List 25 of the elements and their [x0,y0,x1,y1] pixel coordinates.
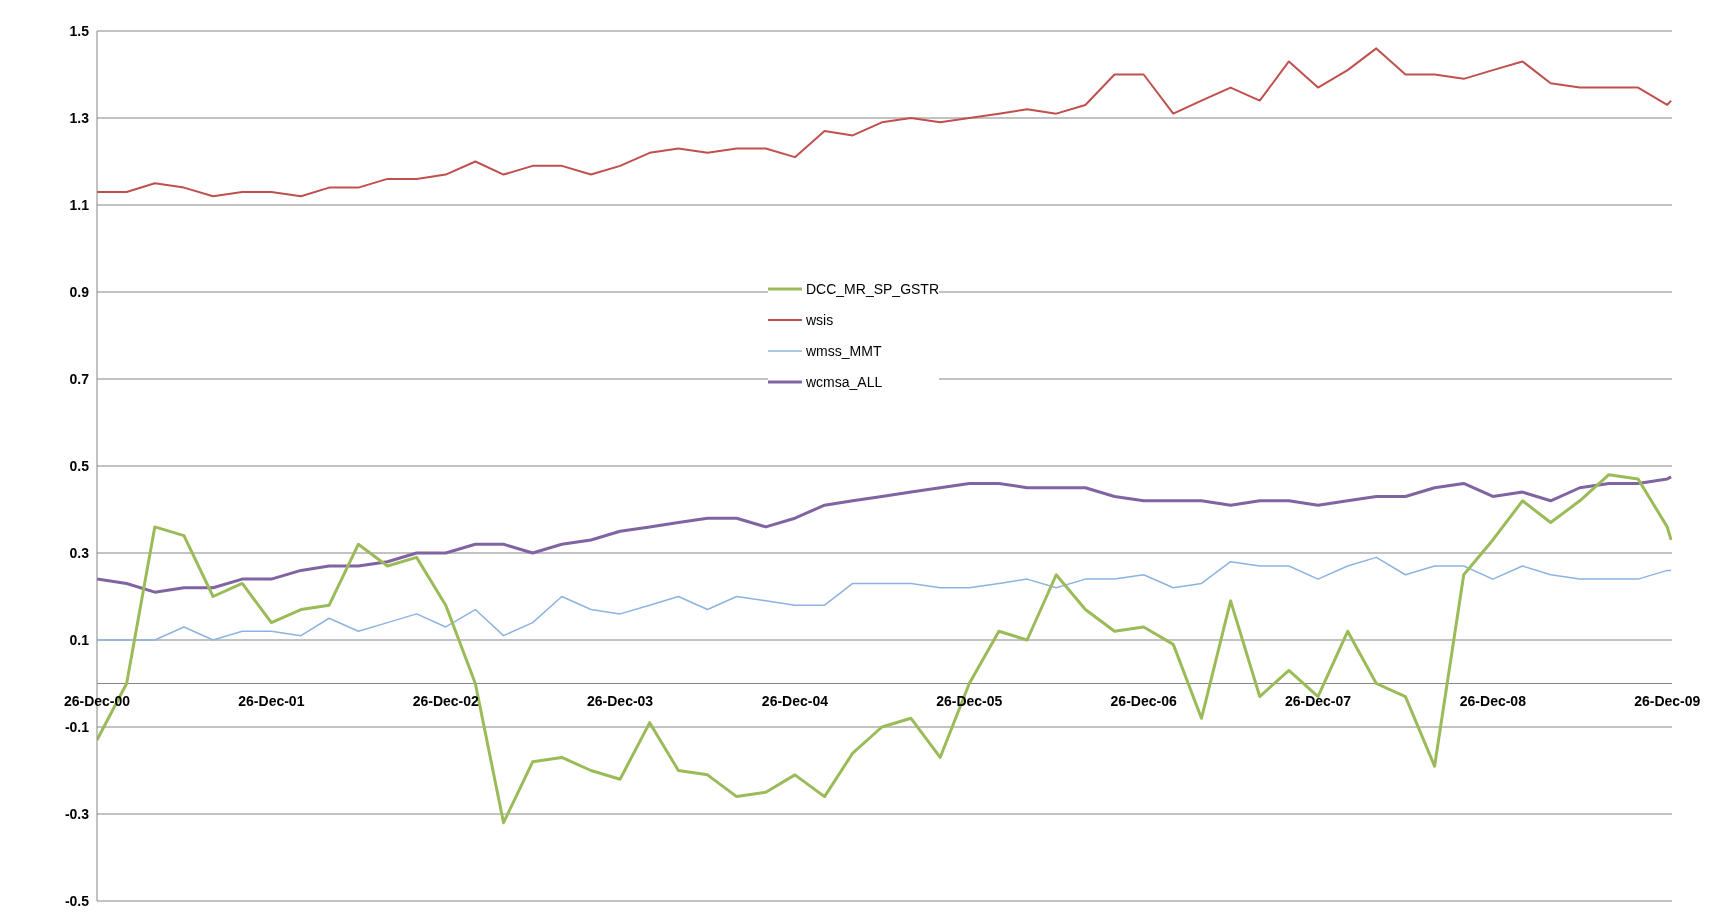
y-tick-label: 0.7 [69,370,90,387]
y-tick-label: 0.9 [69,283,90,300]
y-tick-label: 1.3 [69,109,90,126]
legend-label: wmss_MMT [806,342,882,359]
legend-label: wsis [806,311,834,328]
y-tick-label: -0.5 [64,892,90,909]
x-tick-label: 26-Dec-03 [587,692,654,709]
y-tick-label: -0.1 [64,718,90,735]
line-series [97,47,1672,198]
y-tick-label: 0.5 [69,457,90,474]
line-series [97,475,1672,594]
y-tick-label: 0.1 [69,631,90,648]
x-tick-label: 26-Dec-04 [761,692,829,709]
legend-label: DCC_MR_SP_GSTR [806,280,940,297]
line-series [97,556,1672,641]
y-tick-label: -0.3 [64,805,90,822]
x-tick-label: 26-Dec-01 [238,692,305,709]
y-tick-label: 1.1 [69,196,90,213]
y-tick-label: 0.3 [69,544,90,561]
x-tick-label: 26-Dec-09 [1634,692,1701,709]
y-tick-label: 1.5 [69,22,90,39]
x-tick-label: 26-Dec-08 [1459,692,1527,709]
x-tick-label: 26-Dec-07 [1284,692,1352,709]
legend-label: wcmsa_ALL [806,373,883,390]
x-tick-label: 26-Dec-06 [1110,692,1177,709]
